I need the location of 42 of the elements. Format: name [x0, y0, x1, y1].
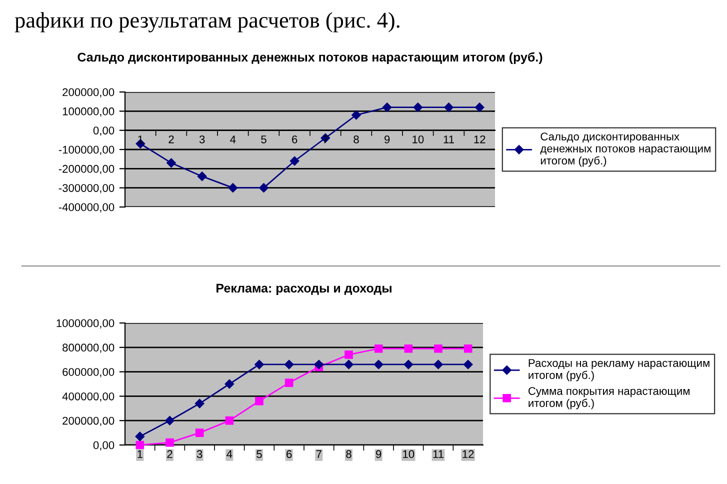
- x-tick-label: 2: [168, 135, 174, 144]
- y-tick-label: 400000,00: [62, 392, 114, 402]
- x-tick-label: 2: [167, 450, 172, 458]
- x-tick-label: 10: [403, 450, 414, 458]
- x-tick-label: 3: [199, 135, 205, 144]
- x-tick-label: 12: [474, 135, 486, 144]
- chart-title: Реклама: расходы и доходы: [216, 284, 392, 296]
- x-tick-label: 5: [256, 450, 262, 458]
- x-tick-label: 11: [433, 450, 444, 458]
- x-tick-label: 9: [384, 135, 390, 144]
- x-tick-label: 6: [286, 450, 292, 458]
- legend-label: Расходы на рекламу нарастающим итогом (руб.): [528, 359, 710, 382]
- x-tick-label: 4: [230, 136, 236, 144]
- y-tick-label: 100000,00: [62, 107, 114, 117]
- x-tick-label: 12: [462, 450, 474, 458]
- y-tick-label: 200000,00: [62, 88, 114, 98]
- chart-title: Сальдо дисконтированных денежных потоков нарастающим итогом (руб.): [78, 52, 542, 64]
- y-tick-label: -100000,00: [58, 146, 114, 155]
- y-tick-label: 0,00: [93, 126, 114, 136]
- x-tick-label: 9: [376, 450, 382, 458]
- y-tick-label: 1000000,00: [56, 319, 114, 328]
- x-tick-label: 4: [226, 450, 232, 458]
- x-tick-label: 6: [292, 135, 298, 144]
- y-tick-label: 200000,00: [62, 416, 114, 426]
- y-tick-label: 600000,00: [62, 368, 114, 378]
- x-tick-label: 10: [412, 135, 424, 144]
- x-tick-label: 1: [138, 450, 142, 458]
- y-tick-label: -200000,00: [58, 164, 114, 174]
- x-tick-label: 7: [316, 450, 322, 458]
- x-tick-label: 7: [322, 136, 328, 144]
- y-tick-label: -400000,00: [58, 203, 114, 212]
- text: рафики по результатам расчетов (рис. 4).: [14, 12, 400, 32]
- legend-label: Сальдо дисконтированных денежных потоков нарастающим итогом (руб.): [540, 132, 710, 167]
- y-tick-label: 0,00: [93, 441, 114, 450]
- x-tick-label: 5: [261, 136, 266, 144]
- x-tick-label: 3: [196, 450, 202, 458]
- y-tick-label: 800000,00: [62, 344, 114, 353]
- x-tick-label: 11: [444, 136, 454, 144]
- x-tick-label: 8: [354, 135, 359, 144]
- x-tick-label: 8: [346, 450, 352, 458]
- y-tick-label: -300000,00: [58, 184, 114, 194]
- legend-label: Сумма покрытия нарастающим итогом (руб.): [528, 387, 690, 410]
